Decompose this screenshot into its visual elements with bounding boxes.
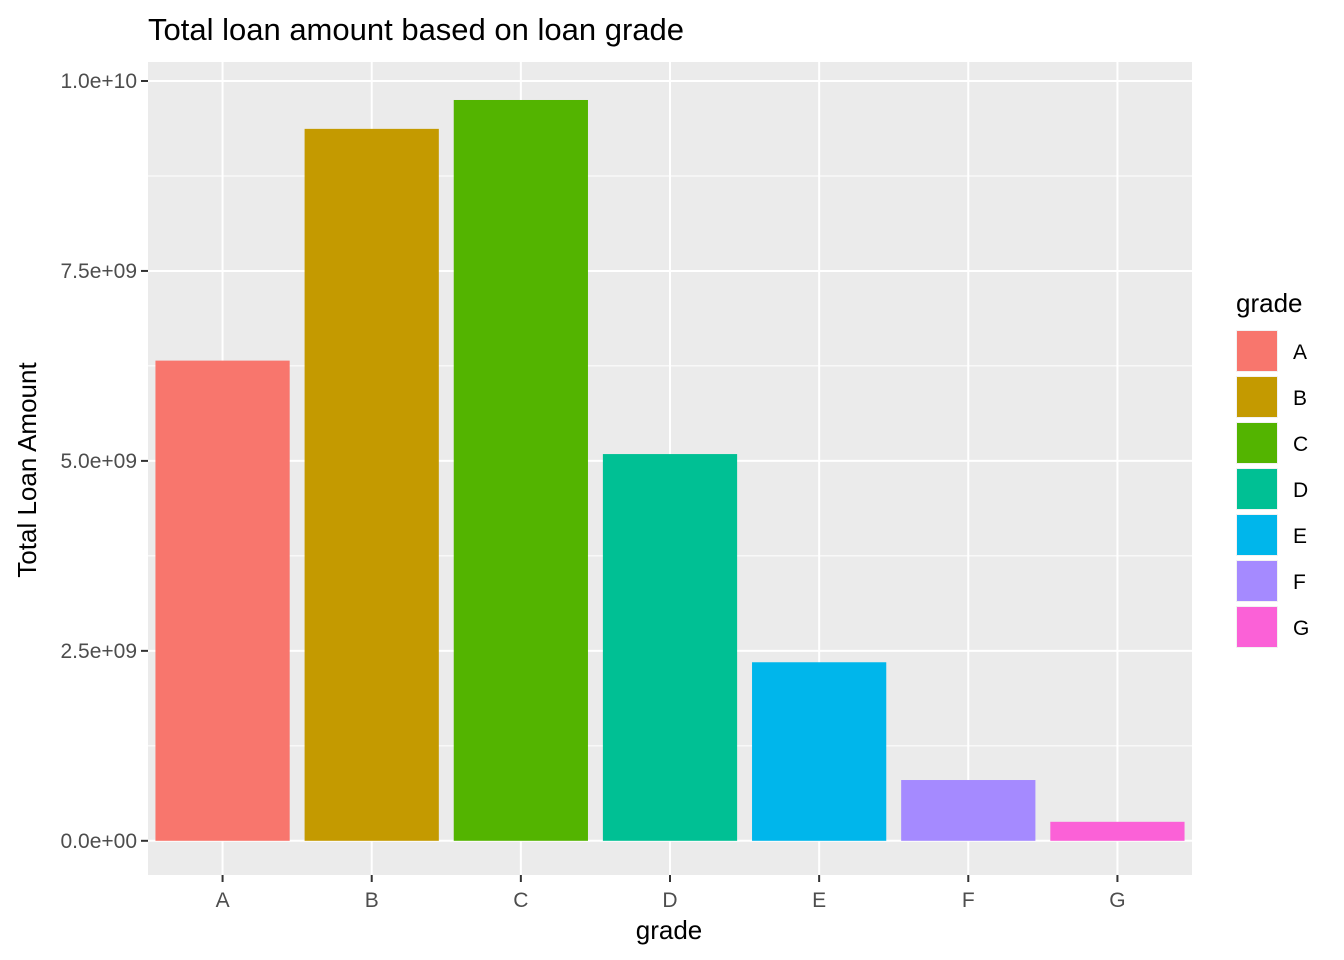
x-axis: A B C D E F G <box>216 875 1126 912</box>
bar-b <box>304 128 439 841</box>
legend-label: E <box>1293 525 1307 548</box>
y-tick-label: 2.5e+09 <box>61 640 138 663</box>
legend-label: F <box>1293 571 1306 594</box>
legend-label: G <box>1293 617 1309 640</box>
legend-label: A <box>1293 341 1307 364</box>
x-tick-label: B <box>365 889 379 912</box>
y-tick-label: 0.0e+00 <box>61 830 138 853</box>
legend-label: C <box>1293 433 1308 456</box>
bar-a <box>155 360 290 841</box>
x-tick-label: F <box>962 889 975 912</box>
y-tick-label: 7.5e+09 <box>61 260 138 283</box>
legend-swatch-g <box>1237 607 1277 647</box>
legend-swatch-d <box>1237 469 1277 509</box>
legend-swatch-f <box>1237 561 1277 601</box>
legend-label: D <box>1293 479 1308 502</box>
y-tick-label: 5.0e+09 <box>61 450 138 473</box>
legend-swatch-e <box>1237 515 1277 555</box>
bars <box>155 99 1185 841</box>
bar-f <box>901 780 1036 841</box>
bar-c <box>453 99 588 841</box>
y-axis-title: Total Loan Amount <box>12 362 42 578</box>
bar-g <box>1050 821 1185 841</box>
legend-swatch-b <box>1237 377 1277 417</box>
bar-d <box>602 454 738 841</box>
legend-swatch-a <box>1237 331 1277 371</box>
y-tick-label: 1.0e+10 <box>61 70 138 93</box>
x-axis-title: grade <box>636 915 703 945</box>
legend-swatch-c <box>1237 423 1277 463</box>
y-axis: 0.0e+00 2.5e+09 5.0e+09 7.5e+09 1.0e+10 <box>61 70 148 853</box>
legend-title: grade <box>1236 288 1303 318</box>
legend-label: B <box>1293 387 1307 410</box>
chart-title: Total loan amount based on loan grade <box>148 12 684 47</box>
x-tick-label: E <box>812 889 826 912</box>
x-tick-label: G <box>1109 889 1125 912</box>
x-tick-label: D <box>662 889 677 912</box>
x-tick-label: C <box>513 889 528 912</box>
bar-e <box>752 662 887 841</box>
x-tick-label: A <box>216 889 230 912</box>
